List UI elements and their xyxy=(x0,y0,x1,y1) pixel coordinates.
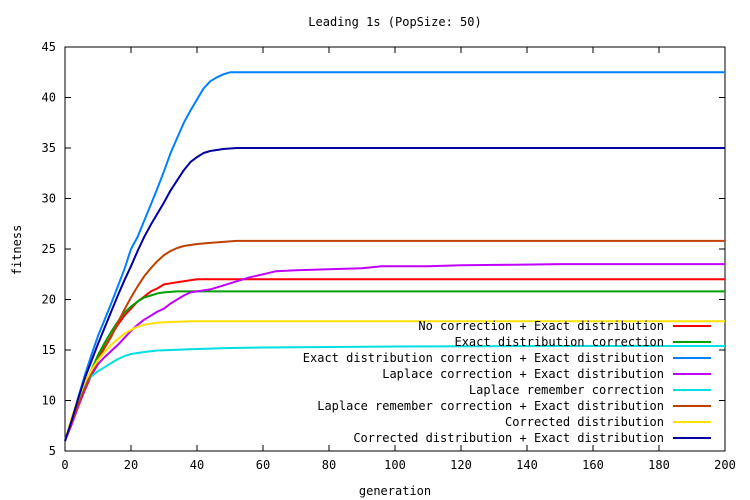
x-tick-label: 140 xyxy=(516,458,538,472)
y-tick-label: 15 xyxy=(42,343,56,357)
legend-label: No correction + Exact distribution xyxy=(418,319,664,333)
x-tick-label: 180 xyxy=(648,458,670,472)
series-line-7 xyxy=(64,320,725,442)
x-tick-label: 160 xyxy=(582,458,604,472)
series-line-4 xyxy=(64,263,725,442)
legend: No correction + Exact distribution Exact … xyxy=(303,319,711,445)
x-tick-label: 60 xyxy=(256,458,270,472)
legend-label: Exact distribution correction + Exact di… xyxy=(303,351,664,365)
legend-label: Laplace correction + Exact distribution xyxy=(382,367,664,381)
x-tick-label: 120 xyxy=(450,458,472,472)
x-axis-label: generation xyxy=(359,484,431,498)
x-tick-label: 200 xyxy=(714,458,736,472)
legend-label: Corrected distribution xyxy=(505,415,664,429)
y-tick-label: 20 xyxy=(42,293,56,307)
series-lines xyxy=(64,71,725,442)
y-tick-label: 40 xyxy=(42,91,56,105)
x-tick-label: 80 xyxy=(322,458,336,472)
y-tick-label: 30 xyxy=(42,192,56,206)
series-line-3 xyxy=(64,71,725,442)
legend-label: Exact distribution correction xyxy=(454,335,664,349)
x-tick-label: 0 xyxy=(61,458,68,472)
x-tick-label: 40 xyxy=(190,458,204,472)
series-line-8 xyxy=(64,147,725,442)
legend-label: Laplace remember correction xyxy=(469,383,664,397)
x-tick-label: 100 xyxy=(384,458,406,472)
y-tick-label: 45 xyxy=(42,40,56,54)
x-tick-label: 20 xyxy=(124,458,138,472)
y-axis-label: fitness xyxy=(10,225,24,276)
chart-title: Leading 1s (PopSize: 50) xyxy=(308,15,481,29)
y-tick-label: 10 xyxy=(42,394,56,408)
x-axis: 0 20 40 60 80 100 120 140 160 180 200 xyxy=(61,47,736,472)
series-line-6 xyxy=(64,239,725,442)
y-tick-label: 5 xyxy=(49,444,56,458)
legend-label: Laplace remember correction + Exact dist… xyxy=(317,399,664,413)
y-tick-label: 35 xyxy=(42,141,56,155)
legend-label: Corrected distribution + Exact distribut… xyxy=(353,431,664,445)
y-tick-label: 25 xyxy=(42,242,56,256)
y-axis: 5 10 15 20 25 30 35 40 45 xyxy=(42,40,725,458)
